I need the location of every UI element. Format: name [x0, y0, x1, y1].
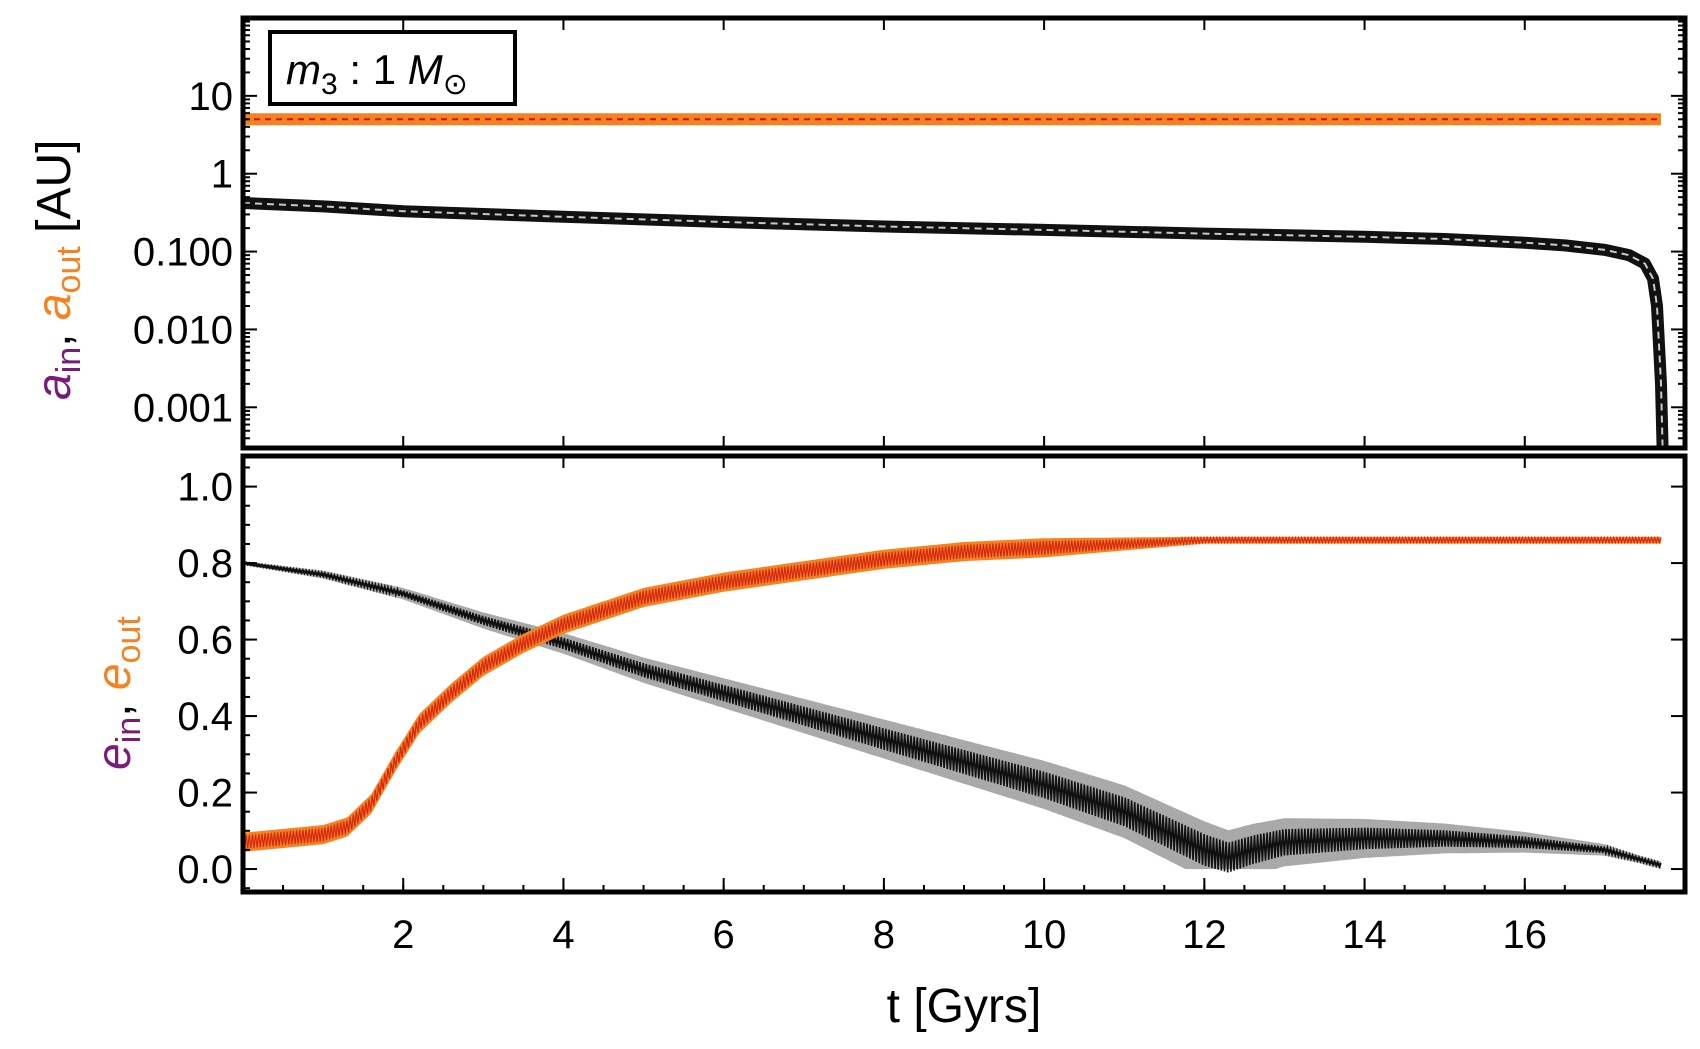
- bottom-ytick-label-4: 0.2: [177, 772, 233, 816]
- mass-annotation: m3 : 1 M⊙: [268, 30, 517, 106]
- bottom-y-axis-label: ein, eout: [88, 616, 148, 770]
- series-a-in-band: [243, 197, 1669, 448]
- bottom-xtick-label-0: 2: [392, 913, 414, 957]
- series-e-in-trace: [243, 561, 1662, 873]
- series-e-in-line: [243, 561, 1662, 867]
- annotation-rest: : 1: [338, 46, 408, 93]
- annotation-box: [268, 30, 517, 106]
- top-series-group: [243, 113, 1669, 448]
- bottom-xtick-label-6: 14: [1342, 913, 1387, 957]
- bottom-series-group: [243, 535, 1662, 873]
- annotation-mass: M: [408, 46, 443, 93]
- bottom-xtick-label-5: 12: [1182, 913, 1227, 957]
- top-y-axis: 10 1 0.100 0.010 0.001: [133, 20, 1685, 449]
- ylabel-a-in-sub: in: [50, 347, 88, 373]
- top-ytick-label-0: 10: [189, 75, 234, 119]
- ylabel-a-out: a: [28, 293, 81, 320]
- top-ytick-label-3: 0.010: [133, 308, 233, 352]
- top-panel-frame: [240, 15, 1688, 451]
- bottom-ytick-label-1: 0.8: [177, 542, 233, 586]
- bottom-xtick-label-2: 6: [713, 913, 735, 957]
- ylabel-comma-2: ,: [88, 690, 141, 717]
- series-a-in-dashed: [243, 202, 1664, 448]
- ylabel-e-out-sub: out: [110, 616, 148, 664]
- annotation-m: m: [286, 46, 321, 93]
- top-ytick-label-2: 0.100: [133, 231, 233, 275]
- top-y-axis-label: ain, aout [AU]: [28, 140, 88, 401]
- ylabel-a-in: a: [28, 373, 81, 400]
- annotation-mass-sub: ⊙: [443, 68, 468, 101]
- series-e-in-envelope: [243, 561, 1661, 870]
- bottom-ytick-label-2: 0.6: [177, 619, 233, 663]
- ylabel-e-in-sub: in: [110, 717, 148, 743]
- top-ytick-label-4: 0.001: [133, 386, 233, 430]
- bottom-x-axis: 2 4 6 8 10 12 14 16: [282, 456, 1646, 957]
- annotation-m-sub: 3: [321, 68, 338, 101]
- annotation-label: m3 : 1 M⊙: [286, 46, 468, 101]
- bottom-ytick-label-5: 0.0: [177, 848, 233, 892]
- ylabel-e-out: e: [88, 663, 141, 690]
- bottom-panel-frame: [240, 453, 1688, 895]
- top-ytick-label-1: 1: [211, 153, 233, 197]
- bottom-panel: 1.00.80.60.40.20.0 2 4 6 8 10 12 14 16 ein, eou…: [88, 453, 1688, 1033]
- series-e-out-trace: [243, 535, 1662, 849]
- ylabel-a-out-sub: out: [50, 246, 88, 294]
- bottom-ytick-label-3: 0.4: [177, 695, 233, 739]
- bottom-xtick-label-1: 4: [552, 913, 574, 957]
- x-axis-label: t [Gyrs]: [887, 980, 1042, 1033]
- ylabel-comma-1: ,: [28, 320, 81, 347]
- bottom-ytick-label-0: 1.0: [177, 466, 233, 510]
- bottom-y-axis: 1.0 0.8 0.6 0.4 0.2 0.0: [177, 466, 1685, 892]
- ylabel-e-in: e: [88, 743, 141, 770]
- bottom-xtick-label-4: 10: [1022, 913, 1067, 957]
- ylabel-units: [AU]: [28, 140, 81, 247]
- bottom-xtick-label-7: 16: [1503, 913, 1548, 957]
- bottom-xtick-label-3: 8: [873, 913, 895, 957]
